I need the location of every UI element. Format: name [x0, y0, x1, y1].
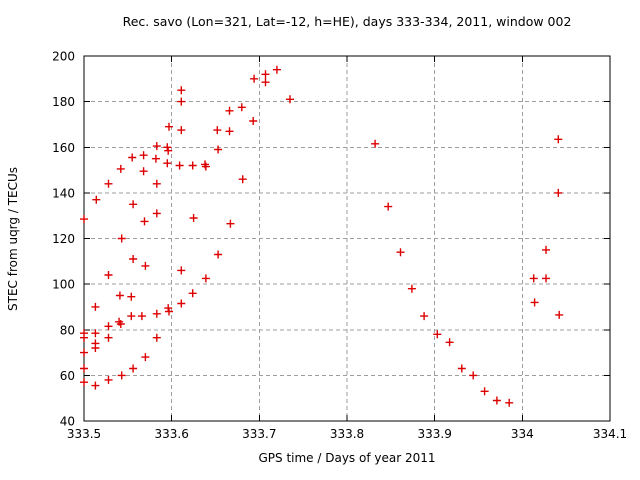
y-tick-label: 100	[52, 278, 75, 292]
x-tick-label: 333.7	[242, 427, 276, 441]
y-tick-label: 180	[52, 95, 75, 109]
y-tick-label: 200	[52, 50, 75, 64]
x-tick-label: 334	[511, 427, 534, 441]
y-tick-label: 160	[52, 141, 75, 155]
x-tick-label: 334.1	[593, 427, 627, 441]
chart-title: Rec. savo (Lon=321, Lat=-12, h=HE), days…	[122, 14, 572, 29]
y-tick-label: 40	[60, 415, 75, 429]
data-points	[80, 65, 564, 407]
y-tick-label: 80	[60, 323, 75, 337]
y-tick-label: 140	[52, 186, 75, 200]
x-tick-label: 333.8	[330, 427, 364, 441]
x-tick-label: 333.6	[155, 427, 189, 441]
x-tick-label: 333.5	[67, 427, 101, 441]
y-tick-label: 120	[52, 232, 75, 246]
x-axis-label: GPS time / Days of year 2011	[258, 451, 436, 465]
y-tick-label: 60	[60, 369, 75, 383]
x-tick-label: 333.9	[418, 427, 452, 441]
